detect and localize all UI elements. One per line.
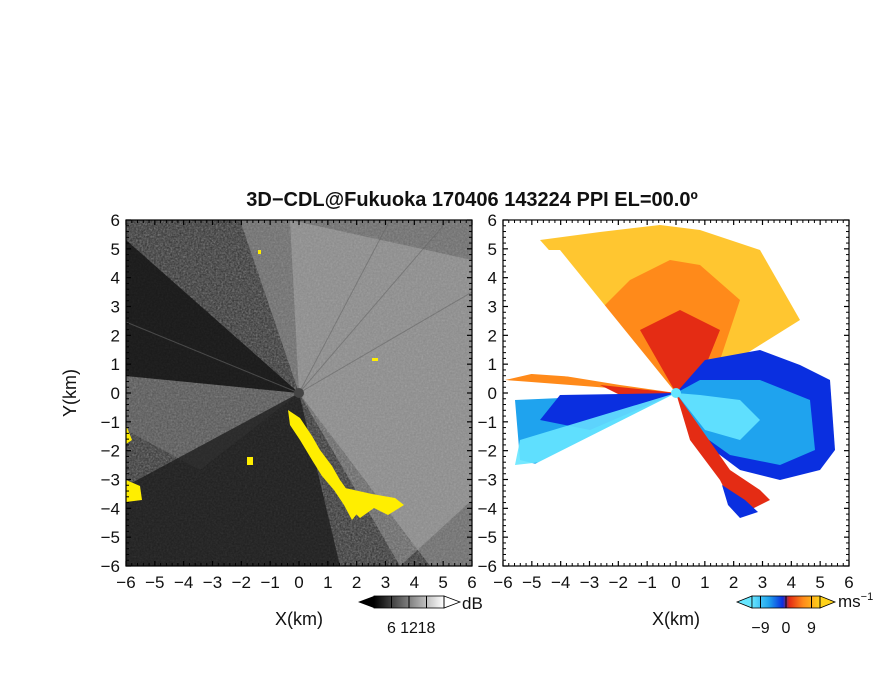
x-tick-label: −5 [145,573,164,592]
colorbar-tick-label: 9 [807,620,816,637]
colorbar-tick-label: 6 [387,620,396,637]
y-tick-label: 3 [488,298,497,317]
y-tick-label: 4 [111,269,120,288]
x-tick-label: −6 [493,573,512,592]
x-tick-label: 1 [323,573,332,592]
x-tick-label: 6 [844,573,853,592]
x-tick-label: −2 [232,573,251,592]
y-tick-label: 5 [488,240,497,259]
y-tick-label: −6 [478,557,497,576]
velocity-xlabel: X(km) [652,609,700,629]
x-tick-label: 1 [700,573,709,592]
velocity-image [503,220,849,566]
y-tick-label: −4 [101,499,120,518]
y-tick-label: −4 [478,499,497,518]
y-tick-label: 6 [111,211,120,230]
colorbar-tick-label: −9 [751,620,769,637]
chart-title: 3D−CDL@Fukuoka 170406 143224 PPI EL=00.0… [246,189,698,211]
x-tick-label: −2 [609,573,628,592]
y-tick-label: 3 [111,298,120,317]
y-tick-label: −3 [478,471,497,490]
y-tick-label: 2 [488,326,497,345]
y-tick-label: −6 [101,557,120,576]
x-tick-label: 0 [671,573,680,592]
y-tick-label: 0 [488,384,497,403]
x-tick-label: 3 [758,573,767,592]
y-tick-label: −5 [101,528,120,547]
x-tick-label: 0 [294,573,303,592]
y-tick-label: 2 [111,326,120,345]
x-tick-label: 5 [438,573,447,592]
x-tick-label: 4 [787,573,796,592]
y-tick-label: −2 [478,442,497,461]
y-tick-label: −5 [478,528,497,547]
velocity-colorbar-unit: ms−1 [838,591,873,611]
y-tick-label: −2 [101,442,120,461]
x-tick-label: −6 [116,573,135,592]
x-tick-label: −4 [174,573,193,592]
reflectivity-colorbar: dB 6 12 18 [358,594,483,637]
y-tick-label: 1 [111,355,120,374]
x-tick-label: 6 [467,573,476,592]
colorbar-tick-label: 18 [418,620,436,637]
x-tick-label: 2 [729,573,738,592]
colorbar-tick-label: 12 [400,620,418,637]
x-tick-label: 5 [815,573,824,592]
reflectivity-ylabel: Y(km) [60,369,80,417]
x-tick-label: −5 [522,573,541,592]
x-tick-label: −1 [637,573,656,592]
reflectivity-xlabel: X(km) [275,609,323,629]
reflectivity-image [126,220,472,566]
velocity-colorbar: ms−1 −9 0 9 [735,591,873,637]
y-tick-label: −3 [101,471,120,490]
y-tick-label: 4 [488,269,497,288]
x-tick-label: −4 [551,573,570,592]
y-tick-label: 6 [488,211,497,230]
x-tick-label: 2 [352,573,361,592]
x-tick-label: −3 [203,573,222,592]
y-tick-label: 0 [111,384,120,403]
colorbar-tick-label: 0 [782,620,791,637]
x-tick-label: 4 [410,573,419,592]
y-tick-label: −1 [101,413,120,432]
y-tick-label: 1 [488,355,497,374]
x-tick-label: −1 [260,573,279,592]
y-tick-label: −1 [478,413,497,432]
x-tick-label: −3 [580,573,599,592]
x-tick-label: 3 [381,573,390,592]
reflectivity-colorbar-unit: dB [462,594,483,613]
y-tick-label: 5 [111,240,120,259]
